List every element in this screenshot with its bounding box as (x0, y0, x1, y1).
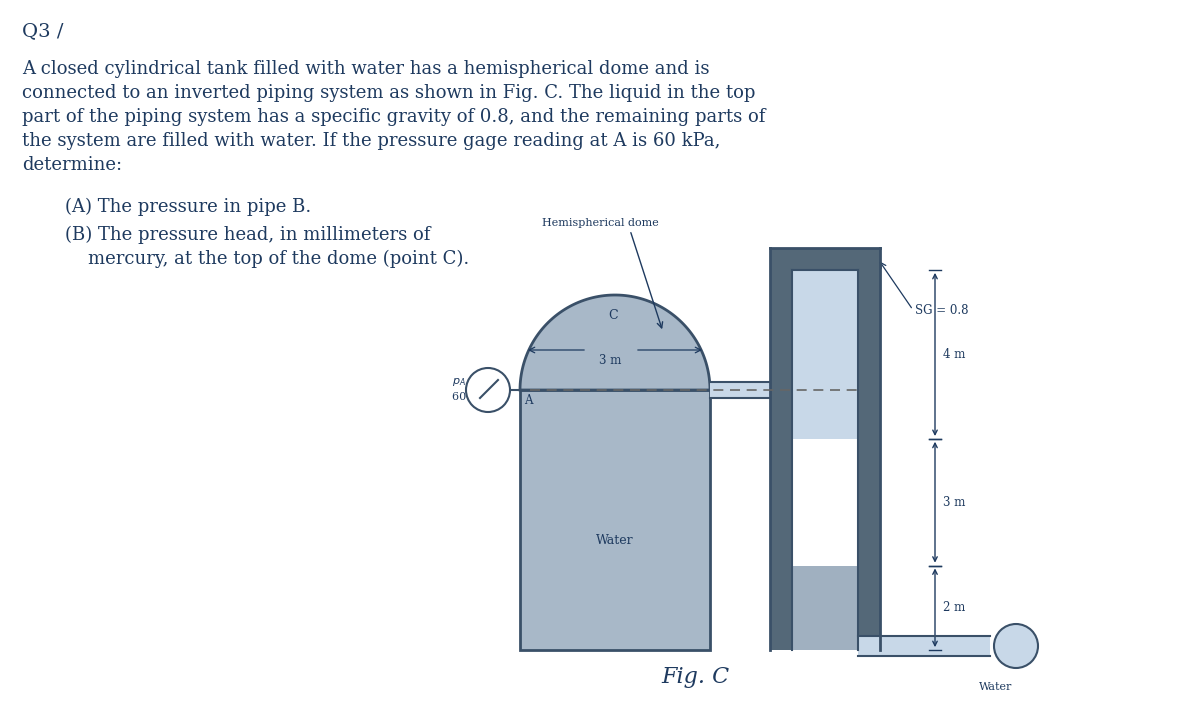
Polygon shape (520, 390, 710, 650)
Polygon shape (710, 382, 770, 398)
Text: B: B (1012, 639, 1020, 653)
Text: (B) The pressure head, in millimeters of: (B) The pressure head, in millimeters of (65, 226, 431, 244)
Polygon shape (770, 248, 792, 650)
Text: $p_A$ =: $p_A$ = (452, 376, 478, 388)
Text: determine:: determine: (22, 156, 122, 174)
Text: (A) The pressure in pipe B.: (A) The pressure in pipe B. (65, 198, 311, 216)
Polygon shape (792, 270, 858, 439)
Polygon shape (520, 295, 710, 390)
Text: Water: Water (596, 534, 634, 546)
Text: Hemispherical dome: Hemispherical dome (542, 218, 658, 228)
Polygon shape (792, 565, 858, 650)
Text: 3 m: 3 m (942, 496, 965, 509)
Text: C: C (609, 309, 618, 322)
Text: mercury, at the top of the dome (point C).: mercury, at the top of the dome (point C… (89, 250, 469, 268)
Text: the system are filled with water. If the pressure gage reading at A is 60 kPa,: the system are filled with water. If the… (22, 132, 720, 150)
Text: connected to an inverted piping system as shown in Fig. C. The liquid in the top: connected to an inverted piping system a… (22, 84, 756, 102)
Circle shape (994, 624, 1038, 668)
Text: A: A (524, 394, 532, 407)
Text: Q3 /: Q3 / (22, 22, 63, 40)
Text: 4 m: 4 m (942, 348, 965, 361)
Polygon shape (858, 248, 880, 650)
Text: 3 m: 3 m (599, 354, 621, 367)
Polygon shape (770, 248, 880, 270)
Text: Water: Water (980, 682, 1013, 692)
Text: A closed cylindrical tank filled with water has a hemispherical dome and is: A closed cylindrical tank filled with wa… (22, 60, 709, 78)
Text: part of the piping system has a specific gravity of 0.8, and the remaining parts: part of the piping system has a specific… (22, 108, 765, 126)
Polygon shape (792, 270, 858, 650)
Circle shape (466, 368, 509, 412)
Text: 60 kPa: 60 kPa (452, 392, 490, 402)
Text: 2 m: 2 m (942, 601, 965, 615)
Text: Fig. C: Fig. C (661, 666, 730, 688)
Polygon shape (858, 636, 990, 656)
Text: SG = 0.8: SG = 0.8 (915, 303, 969, 317)
